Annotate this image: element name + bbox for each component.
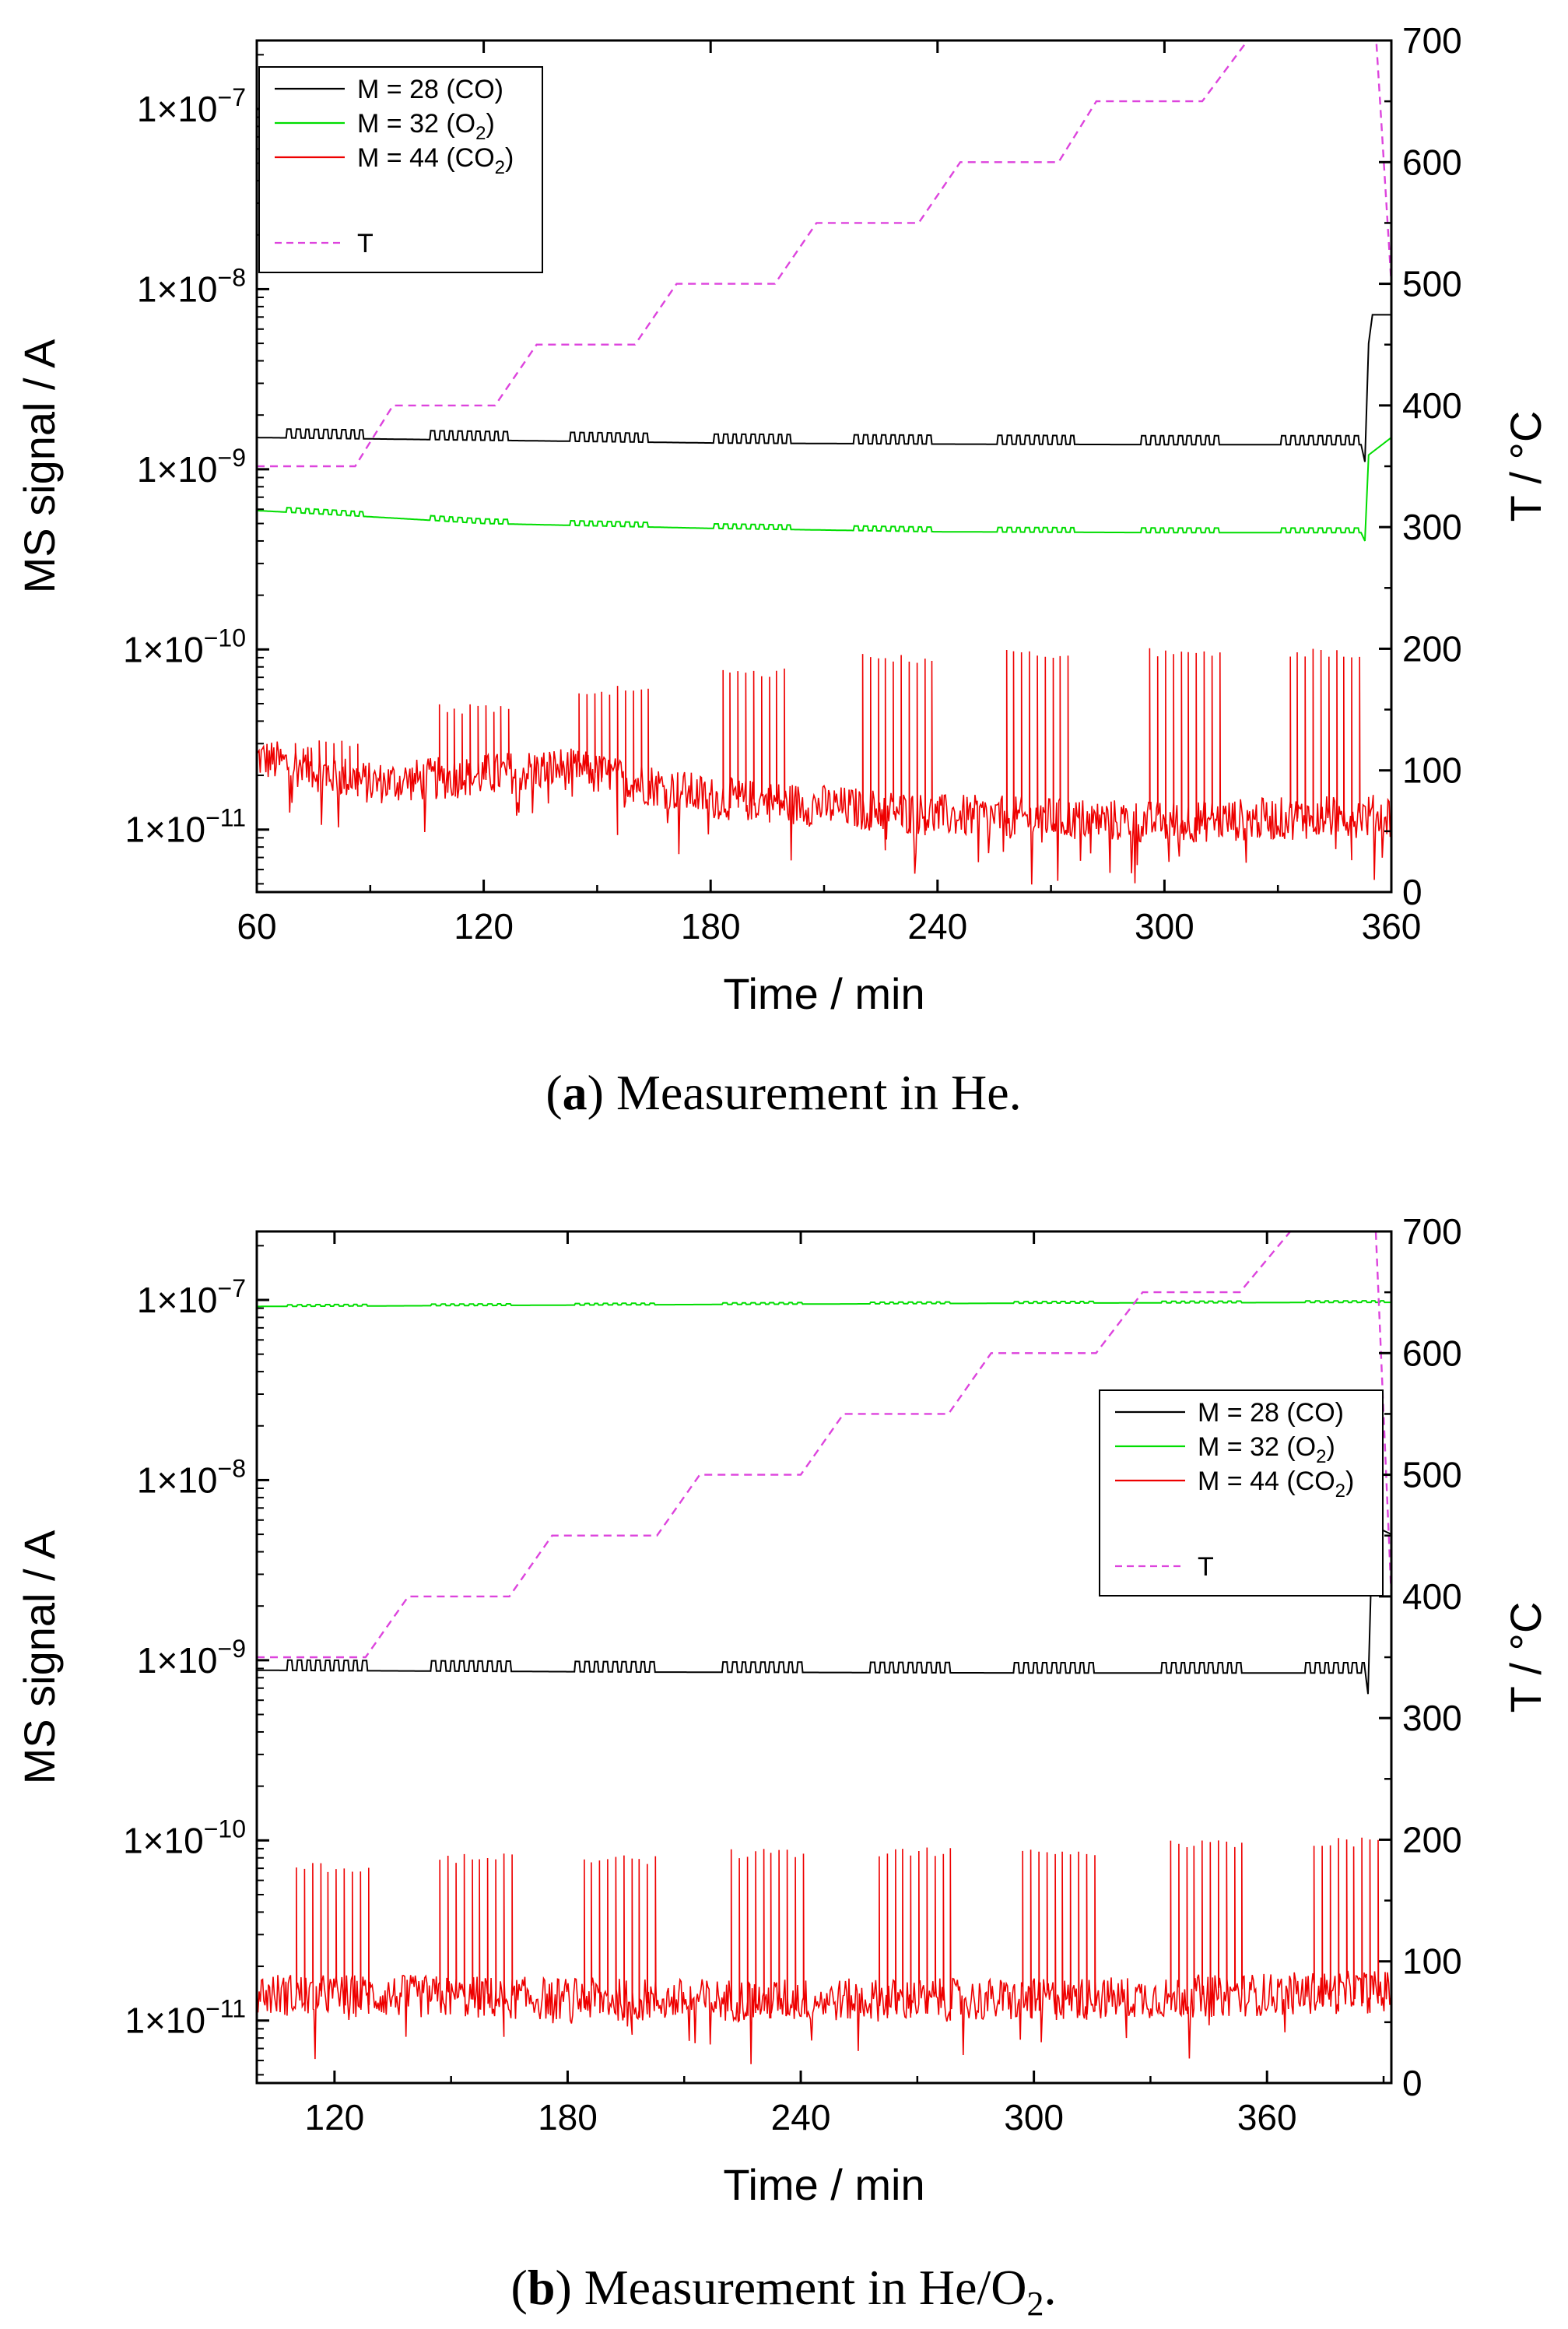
- y-left-axis-label: MS signal / A: [15, 1530, 64, 1784]
- x-axis-label: Time / min: [723, 969, 924, 1018]
- y-left-tick-label: 1×10−8: [137, 263, 246, 309]
- legend: M = 28 (CO) M = 32 (O2)M = 44 (CO2) T: [1099, 1389, 1384, 1597]
- x-tick-label: 180: [681, 906, 741, 947]
- legend-label: M = 32 (O2): [357, 109, 495, 144]
- x-tick-label: 60: [237, 906, 276, 947]
- series-m-32-o2-: [257, 437, 1391, 542]
- x-tick-label: 300: [1135, 906, 1194, 947]
- y-right-tick-label: 500: [1402, 1455, 1462, 1495]
- y-right-axis-label: T / °C: [1501, 411, 1550, 522]
- series-m-32-o2-: [257, 1300, 1391, 1308]
- legend-label: M = 44 (CO2): [1198, 1467, 1354, 1502]
- y-right-tick-label: 300: [1402, 1698, 1462, 1738]
- x-tick-label: 180: [538, 2097, 598, 2138]
- y-right-tick-label: 100: [1402, 1941, 1462, 1982]
- y-right-tick-label: 0: [1402, 872, 1422, 912]
- legend-label: M = 44 (CO2): [357, 143, 514, 178]
- y-right-axis-label: T / °C: [1501, 1602, 1550, 1713]
- series-temperature: [257, 40, 1391, 468]
- legend-label: M = 28 (CO): [357, 75, 503, 104]
- legend-label: T: [357, 229, 374, 258]
- series-temperature: [257, 1231, 1391, 1659]
- legend-label: M = 32 (O2): [1198, 1432, 1335, 1467]
- y-left-tick-label: 1×10−10: [123, 1814, 246, 1860]
- y-left-tick-label: 1×10−8: [137, 1454, 246, 1500]
- y-left-tick-label: 1×10−11: [125, 1995, 246, 2041]
- legend-box: [258, 66, 543, 273]
- y-right-tick-label: 200: [1402, 1819, 1462, 1860]
- panel-caption: (b) Measurement in He/O2.: [511, 2260, 1057, 2323]
- series-m44-co2: [257, 1837, 1391, 2064]
- x-tick-label: 120: [304, 2097, 364, 2138]
- legend: M = 28 (CO) M = 32 (O2)M = 44 (CO2) T: [258, 66, 543, 273]
- panel-caption: (a) Measurement in He.: [545, 1065, 1021, 1120]
- plot-frame: [255, 1230, 1393, 2085]
- series-m44-co2: [257, 648, 1391, 885]
- y-right-tick-label: 700: [1402, 1211, 1462, 1252]
- y-right-tick-label: 400: [1402, 385, 1462, 426]
- x-tick-label: 240: [771, 2097, 831, 2138]
- y-right-tick-label: 300: [1402, 507, 1462, 547]
- legend-label: M = 28 (CO): [1198, 1398, 1344, 1428]
- x-tick-label: 120: [454, 906, 514, 947]
- x-tick-label: 300: [1004, 2097, 1064, 2138]
- y-left-tick-label: 1×10−7: [137, 1274, 246, 1320]
- x-tick-label: 360: [1237, 2097, 1297, 2138]
- y-left-tick-label: 1×10−11: [125, 804, 246, 850]
- y-left-tick-label: 1×10−10: [123, 624, 246, 669]
- y-right-tick-label: 600: [1402, 142, 1462, 182]
- y-right-tick-label: 700: [1402, 20, 1462, 61]
- y-right-tick-label: 500: [1402, 264, 1462, 304]
- y-left-axis-label: MS signal / A: [15, 339, 64, 593]
- y-left-tick-label: 1×10−9: [137, 444, 246, 490]
- y-left-tick-label: 1×10−9: [137, 1635, 246, 1681]
- y-right-tick-label: 200: [1402, 628, 1462, 669]
- series-m-28-co-: [257, 314, 1391, 462]
- plot-area: [257, 1231, 1391, 2064]
- y-right-tick-label: 0: [1402, 2063, 1422, 2103]
- y-left-tick-label: 1×10−7: [137, 83, 246, 129]
- y-right-tick-label: 600: [1402, 1333, 1462, 1373]
- chart-panel-b: 120 180 240 300 360 1×10−11 1×10−10 1×10−9 1×10−…: [15, 1211, 1550, 2323]
- x-tick-label: 360: [1362, 906, 1422, 947]
- legend-label: T: [1198, 1552, 1214, 1582]
- legend-box: [1099, 1389, 1384, 1597]
- series-m-28-co-: [257, 1526, 1391, 1695]
- y-right-tick-label: 100: [1402, 750, 1462, 791]
- y-right-tick-label: 400: [1402, 1576, 1462, 1617]
- x-tick-label: 240: [907, 906, 967, 947]
- x-axis-label: Time / min: [723, 2160, 924, 2209]
- plot-area: [257, 40, 1391, 885]
- chart-panel-a: 60 120 180 240 300 360 1×10−11 1×10−10 1×10−9 1×1…: [15, 20, 1550, 1120]
